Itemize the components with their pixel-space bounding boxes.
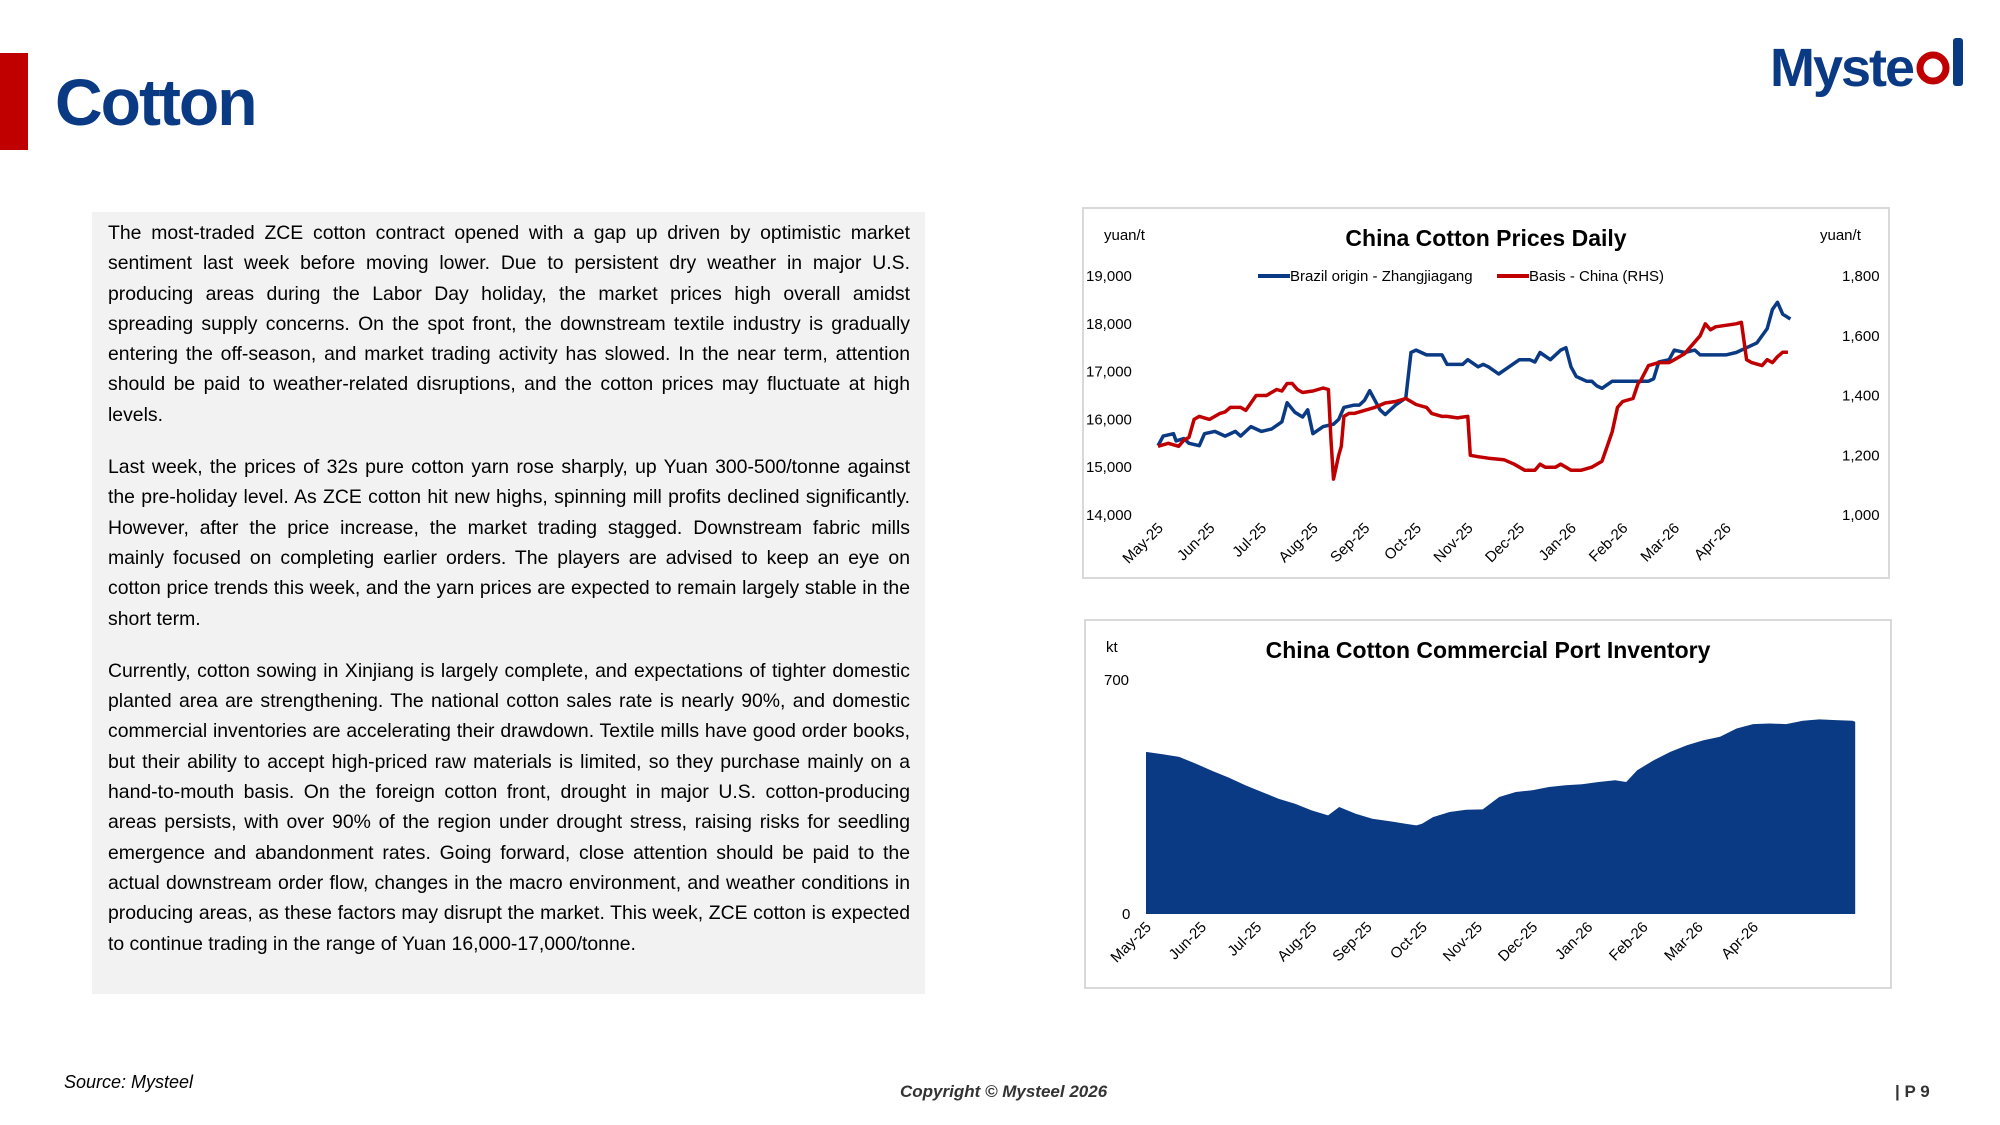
- x-tick-label: Aug-25: [1275, 520, 1321, 566]
- y-left-tick-label: 14,000: [1086, 507, 1132, 524]
- x-tick-label: Sep-25: [1327, 520, 1373, 566]
- x-tick-label: Nov-25: [1430, 520, 1476, 566]
- commentary-paragraph: The most-traded ZCE cotton contract open…: [108, 222, 910, 426]
- x-tick-label: Aug-25: [1274, 919, 1320, 965]
- title-accent-bar: [0, 53, 28, 150]
- commentary-paragraph: Last week, the prices of 32s pure cotton…: [108, 456, 910, 630]
- commentary-panel: The most-traded ZCE cotton contract open…: [92, 212, 925, 994]
- x-tick-label: May-25: [1107, 919, 1154, 966]
- svg-text:Myste: Myste: [1770, 38, 1914, 98]
- y-right-tick-label: 1,200: [1842, 447, 1880, 464]
- legend-label-brazil: Brazil origin - Zhangjiagang: [1290, 268, 1473, 285]
- x-tick-label: Feb-26: [1606, 919, 1652, 965]
- x-tick-label: Jul-25: [1229, 520, 1270, 561]
- x-tick-label: Oct-25: [1381, 520, 1425, 564]
- page-title: Cotton: [55, 65, 258, 139]
- x-tick-label: Dec-25: [1495, 919, 1541, 965]
- x-tick-label: Dec-25: [1482, 520, 1528, 566]
- x-tick-label: Jun-25: [1174, 520, 1218, 564]
- x-tick-label: Apr-26: [1718, 919, 1762, 963]
- y-left-tick-label: 18,000: [1086, 316, 1132, 333]
- y-right-tick-label: 1,600: [1842, 328, 1880, 345]
- page-number: | P 9: [1895, 1082, 1930, 1101]
- x-tick-label: Nov-25: [1440, 919, 1486, 965]
- y-right-tick-label: 1,000: [1842, 507, 1880, 524]
- x-tick-label: Sep-25: [1329, 919, 1375, 965]
- series-line-brazil: [1156, 300, 1792, 448]
- x-tick-label: Jul-25: [1224, 919, 1265, 960]
- cotton-prices-chart-svg: China Cotton Prices Daily yuan/t yuan/t …: [1086, 225, 1880, 567]
- x-tick-label: Jun-25: [1166, 919, 1210, 963]
- y-tick-label: 700: [1104, 672, 1129, 689]
- x-tick-label: Feb-26: [1586, 520, 1632, 566]
- y-left-axis-label: yuan/t: [1104, 227, 1146, 244]
- y-right-tick-label: 1,400: [1842, 388, 1880, 405]
- mysteel-logo: Myste: [1770, 38, 1963, 98]
- y-right-tick-label: 1,800: [1842, 268, 1880, 285]
- y-left-tick-label: 15,000: [1086, 459, 1132, 476]
- port-inventory-chart: China Cotton Commercial Port Inventory k…: [1084, 619, 1892, 989]
- source-note: Source: Mysteel: [64, 1072, 194, 1092]
- y-axis-label: kt: [1106, 639, 1119, 656]
- legend-label-basis: Basis - China (RHS): [1529, 268, 1664, 285]
- series-line-basis: [1157, 320, 1788, 481]
- y-left-tick-label: 19,000: [1086, 268, 1132, 285]
- x-tick-label: Mar-26: [1661, 919, 1707, 965]
- x-tick-label: Apr-26: [1691, 520, 1735, 564]
- port-inventory-chart-svg: China Cotton Commercial Port Inventory k…: [1104, 637, 1856, 966]
- x-tick-label: Jan-26: [1535, 520, 1579, 564]
- x-tick-label: Jan-26: [1552, 919, 1596, 963]
- copyright-note: Copyright © Mysteel 2026: [900, 1082, 1108, 1101]
- chart-title: China Cotton Commercial Port Inventory: [1266, 637, 1711, 663]
- y-left-tick-label: 17,000: [1086, 364, 1132, 381]
- cotton-prices-chart: China Cotton Prices Daily yuan/t yuan/t …: [1082, 207, 1890, 579]
- y-tick-label: 0: [1122, 906, 1130, 923]
- chart-title: China Cotton Prices Daily: [1345, 225, 1626, 251]
- x-tick-label: Oct-25: [1387, 919, 1431, 963]
- x-tick-label: May-25: [1119, 520, 1166, 567]
- x-tick-label: Mar-26: [1637, 520, 1683, 566]
- y-left-tick-label: 16,000: [1086, 411, 1132, 428]
- commentary-paragraph: Currently, cotton sowing in Xinjiang is …: [108, 659, 910, 955]
- y-right-axis-label: yuan/t: [1820, 227, 1862, 244]
- inventory-area: [1146, 719, 1856, 914]
